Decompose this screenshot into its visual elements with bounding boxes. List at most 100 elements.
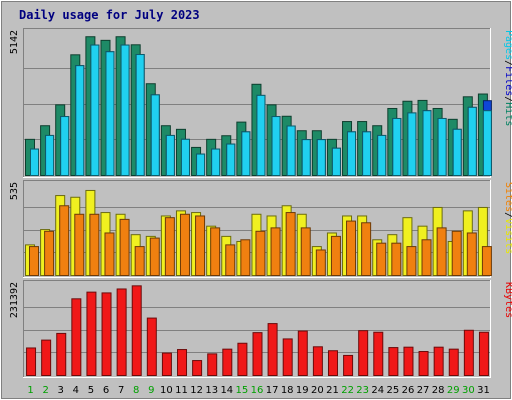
bar-pages [180, 138, 190, 177]
bar-kbytes [327, 350, 338, 377]
bar-kbytes [297, 330, 308, 377]
bar-kbytes [177, 349, 188, 376]
bar-kbytes [237, 342, 248, 377]
bar-pages [362, 131, 372, 176]
bar-kbytes [161, 352, 172, 377]
x-tick-label: 5 [88, 385, 94, 396]
panel-kbytes: 231392 KBytes [9, 280, 512, 378]
bar-kbytes [192, 360, 203, 377]
series-legend-part: / [503, 96, 512, 102]
bar-kbytes [101, 292, 112, 376]
bar-sites [89, 213, 100, 277]
x-tick-label: 27 [417, 385, 430, 396]
x-tick-label: 15 [236, 385, 249, 396]
bar-pages [316, 139, 326, 176]
x-tick-label: 3 [58, 385, 64, 396]
x-tick-label: 23 [356, 385, 369, 396]
series-legend-part: Files [503, 66, 512, 96]
bar-pages [45, 134, 55, 176]
bar-sites [225, 244, 236, 277]
bar-sites [391, 242, 402, 276]
bar-kbytes [463, 329, 474, 376]
series-legend-part: / [503, 60, 512, 66]
bar-kbytes [222, 348, 233, 377]
bar-pages [452, 128, 462, 176]
bar-kbytes [312, 346, 323, 376]
x-tick-label: 14 [220, 385, 233, 396]
bar-kbytes [478, 331, 489, 377]
bar-sites [255, 230, 266, 276]
series-legend-label: Pages/Files/Hits [503, 30, 512, 126]
bar-pages [331, 147, 341, 177]
series-legend-label: KBytes [503, 282, 512, 318]
y-max-label: 231392 [9, 282, 20, 318]
bar-kbytes [207, 353, 218, 376]
x-tick-label: 11 [175, 385, 188, 396]
x-tick-label: 2 [42, 385, 48, 396]
series-legend-part: KBytes [503, 282, 512, 318]
x-tick-label: 26 [402, 385, 415, 396]
bar-sites [361, 222, 372, 276]
bar-sites [195, 215, 206, 276]
bar-sites [210, 227, 221, 276]
bar-sites [406, 246, 417, 276]
bar-kbytes [56, 332, 67, 376]
bar-kbytes [252, 332, 263, 377]
bar-sites [119, 218, 130, 276]
x-tick-label: 25 [387, 385, 400, 396]
x-tick-label: 22 [341, 385, 354, 396]
series-legend-label: Sites/Visits [503, 182, 512, 254]
series-legend-part: Sites [503, 182, 512, 212]
bar-pages [392, 117, 402, 177]
bar-pages [271, 116, 281, 176]
bar-kbytes [71, 298, 82, 376]
bar-kbytes [146, 317, 157, 376]
bar-sites [134, 246, 145, 276]
bar-kbytes [373, 331, 384, 377]
x-tick-label: 21 [326, 385, 339, 396]
x-tick-label: 30 [462, 385, 475, 396]
bar-pages [165, 134, 175, 176]
panel-hits-files-pages: 5142 Pages/Files/Hits [9, 28, 512, 178]
bar-pages [241, 131, 251, 176]
x-tick-label: 6 [103, 385, 109, 396]
bar-kbytes [343, 354, 354, 376]
series-legend-part: Pages [503, 30, 512, 60]
bar-pages [75, 65, 85, 176]
x-tick-label: 4 [73, 385, 79, 396]
bar-sites [421, 239, 432, 277]
bar-sites [179, 213, 190, 277]
bar-kbytes [267, 323, 278, 377]
bar-pages [105, 51, 115, 176]
bar-sites [436, 227, 447, 276]
bar-pages [211, 148, 221, 177]
bar-sites [74, 213, 85, 277]
bar-kbytes [418, 351, 429, 376]
bar-kbytes [448, 348, 459, 377]
bar-sites [330, 235, 341, 277]
bar-kbytes [403, 346, 414, 377]
bar-pages [135, 54, 145, 176]
bar-pages [437, 117, 447, 177]
bar-kbytes [41, 339, 52, 377]
x-tick-label: 20 [311, 385, 324, 396]
x-tick-label: 19 [296, 385, 309, 396]
x-tick-label: 24 [371, 385, 384, 396]
bar-sites [44, 230, 55, 276]
bar-pages [226, 143, 236, 176]
x-tick-label: 17 [266, 385, 279, 396]
y-max-label: 5142 [9, 30, 20, 54]
bar-pages [286, 125, 296, 177]
bar-sites [240, 239, 251, 277]
bar-sites [481, 246, 492, 276]
bar-pages [301, 139, 311, 176]
bar-pages [30, 148, 39, 177]
x-tick-label: 29 [447, 385, 460, 396]
bar-sites [149, 237, 160, 276]
x-tick-label: 9 [148, 385, 154, 396]
bar-sites [270, 227, 281, 276]
panel-visits-sites: 535 Sites/Visits [9, 180, 512, 278]
